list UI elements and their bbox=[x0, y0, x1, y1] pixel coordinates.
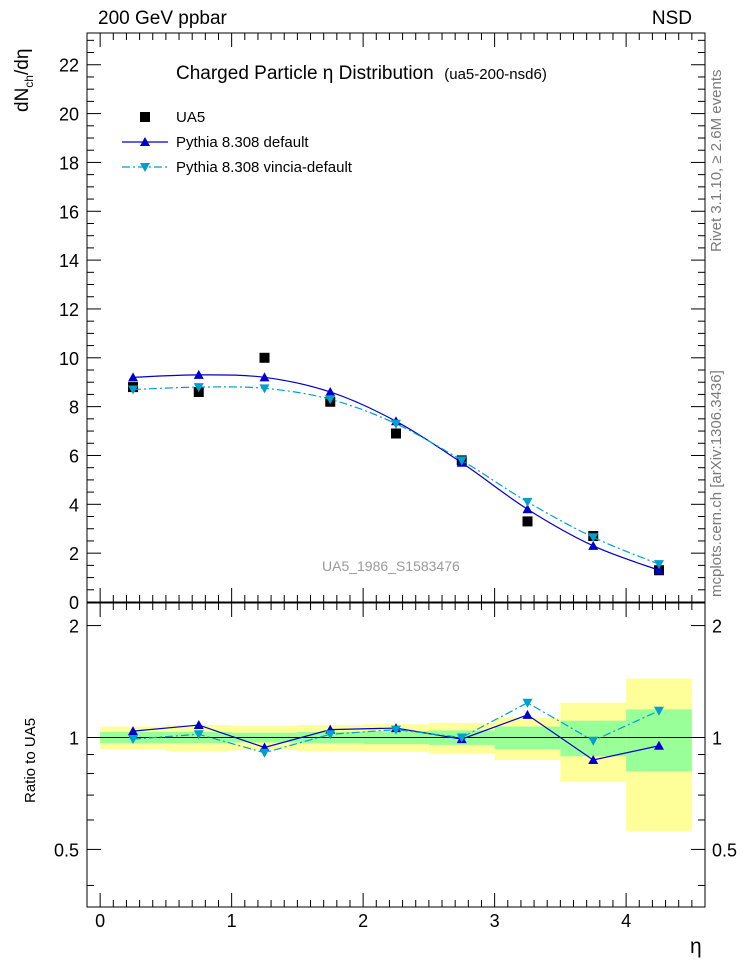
y-tick-label: 20 bbox=[59, 105, 79, 125]
data-point-pythia-8-308-default bbox=[128, 372, 139, 382]
data-point-pythia-8-308-vincia-default bbox=[391, 419, 401, 429]
data-point-pythia-8-308-vincia-default bbox=[456, 456, 467, 466]
legend-label-pythia-default: Pythia 8.308 default bbox=[176, 134, 309, 151]
y-tick-label: 16 bbox=[59, 202, 79, 222]
ratio-stat-uncertainty-band bbox=[626, 709, 692, 772]
data-point-pythia-8-308-default bbox=[259, 372, 270, 382]
x-axis-label: η bbox=[690, 935, 702, 958]
data-point-pythia-8-308-vincia-default bbox=[193, 383, 204, 393]
ratio-y-tick-label: 1 bbox=[69, 728, 79, 748]
process-label: NSD bbox=[651, 8, 692, 29]
ratio-point-pythia-8-308-vincia-default bbox=[522, 698, 533, 708]
legend-label-ua5: UA5 bbox=[176, 109, 206, 126]
y-tick-label: 8 bbox=[69, 398, 79, 418]
ratio-point-pythia-8-308-vincia-default bbox=[391, 725, 401, 735]
ratio-point-pythia-8-308-default bbox=[522, 709, 533, 719]
y-tick-label: 4 bbox=[69, 495, 79, 515]
ratio-point-pythia-8-308-default bbox=[588, 754, 599, 764]
data-point-pythia-8-308-default bbox=[325, 386, 336, 396]
x-tick-label: 2 bbox=[358, 911, 368, 931]
ratio-point-pythia-8-308-vincia-default bbox=[588, 736, 599, 746]
analysis-id-label: UA5_1986_S1583476 bbox=[322, 558, 460, 574]
data-point-pythia-8-308-default bbox=[588, 540, 599, 550]
ratio-point-pythia-8-308-vincia-default bbox=[325, 730, 336, 740]
ratio-point-pythia-8-308-default bbox=[193, 720, 204, 730]
series-line-pythia-8-308-default bbox=[132, 374, 660, 571]
legend-label-pythia-vincia: Pythia 8.308 vincia-default bbox=[176, 159, 352, 176]
data-point-pythia-8-308-vincia-default bbox=[259, 384, 270, 394]
ratio-y-tick-label: 0.5 bbox=[54, 840, 79, 860]
y-tick-label: 18 bbox=[59, 153, 79, 173]
data-point-pythia-8-308-vincia-default bbox=[588, 533, 599, 543]
x-tick-label: 0 bbox=[95, 911, 105, 931]
ratio-point-pythia-8-308-default bbox=[128, 726, 139, 736]
ratio-y-tick-label: 2 bbox=[69, 617, 79, 637]
main-plot-frame bbox=[86, 32, 706, 603]
ratio-point-pythia-8-308-vincia-default bbox=[128, 735, 139, 745]
x-tick-label: 4 bbox=[621, 911, 631, 931]
data-point-pythia-8-308-default bbox=[522, 504, 533, 514]
y-tick-label: 10 bbox=[59, 349, 79, 369]
ratio-y-tick-label-right: 1 bbox=[712, 728, 722, 748]
ratio-point-pythia-8-308-default bbox=[653, 740, 664, 750]
data-point-pythia-8-308-default bbox=[653, 565, 664, 575]
data-point-ua5 bbox=[391, 428, 401, 439]
ratio-point-pythia-8-308-vincia-default bbox=[259, 748, 270, 758]
x-tick-label: 1 bbox=[227, 911, 237, 931]
legend-marker-pythia-8-308-default bbox=[140, 137, 150, 146]
chart-title: Charged Particle η Distribution (ua5-200… bbox=[176, 63, 547, 84]
y-tick-label: 14 bbox=[59, 251, 79, 271]
ratio-point-pythia-8-308-vincia-default bbox=[193, 730, 204, 740]
data-point-pythia-8-308-vincia-default bbox=[522, 497, 533, 507]
y-tick-label: 12 bbox=[59, 300, 79, 320]
ratio-point-pythia-8-308-vincia-default bbox=[653, 706, 664, 716]
data-point-pythia-8-308-default bbox=[193, 369, 204, 379]
y-tick-label: 6 bbox=[69, 446, 79, 466]
y-tick-label: 2 bbox=[69, 544, 79, 564]
ratio-point-pythia-8-308-vincia-default bbox=[456, 733, 467, 743]
data-point-pythia-8-308-vincia-default bbox=[325, 395, 336, 405]
energy-label: 200 GeV ppbar bbox=[98, 8, 227, 29]
y-tick-label: 0 bbox=[69, 593, 79, 613]
legend-marker-pythia-8-308-vincia-default bbox=[140, 163, 150, 172]
series-line-pythia-8-308-vincia-default bbox=[132, 386, 660, 565]
data-point-ua5 bbox=[522, 516, 533, 527]
data-point-pythia-8-308-vincia-default bbox=[128, 385, 139, 395]
data-point-pythia-8-308-vincia-default bbox=[653, 560, 664, 570]
ratio-y-tick-label-right: 2 bbox=[712, 617, 722, 637]
data-point-ua5 bbox=[259, 352, 270, 363]
y-tick-label: 22 bbox=[59, 56, 79, 76]
ratio-y-tick-label-right: 0.5 bbox=[712, 840, 737, 860]
legend-marker-ua5 bbox=[140, 112, 150, 122]
x-tick-label: 3 bbox=[490, 911, 500, 931]
